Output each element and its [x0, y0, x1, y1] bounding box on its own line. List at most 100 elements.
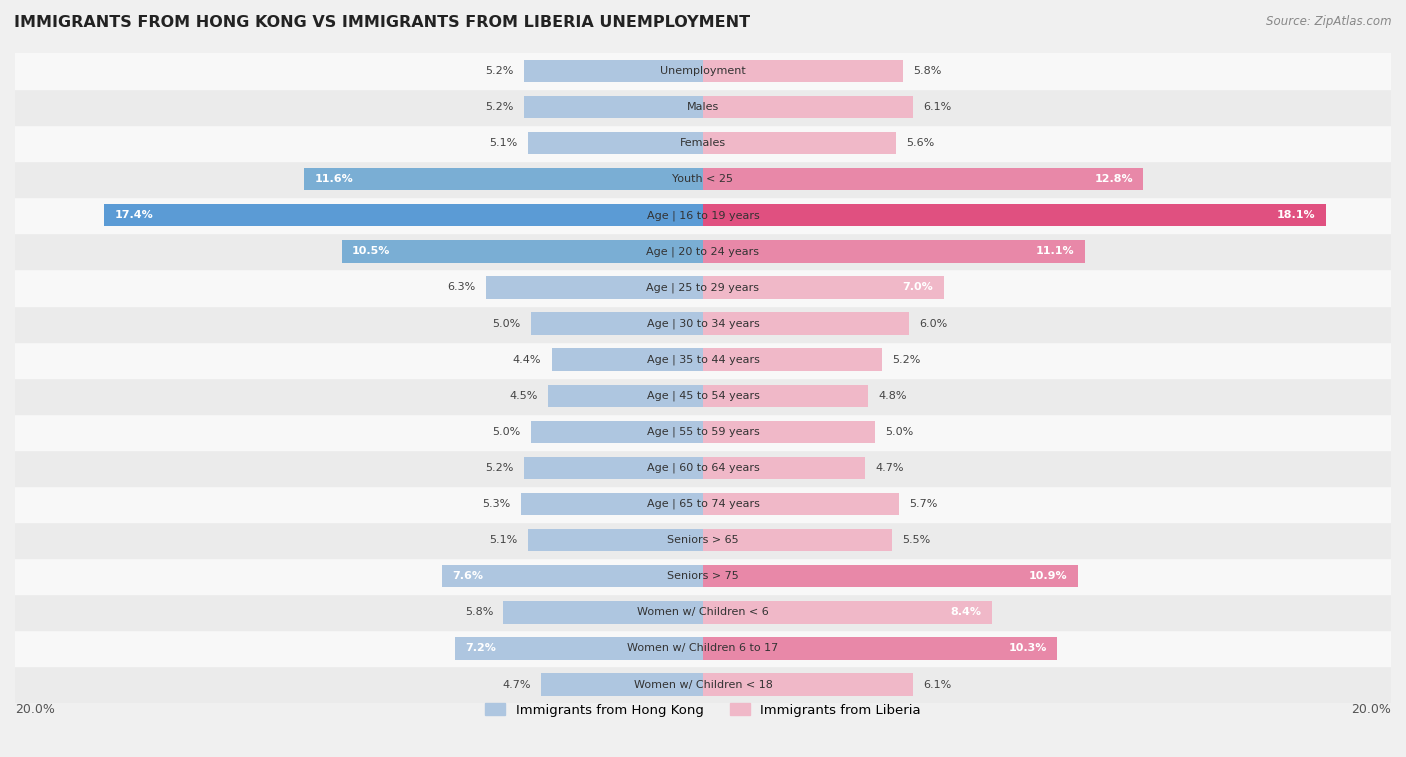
Bar: [0, 341, 1406, 378]
Bar: [703, 493, 898, 516]
Text: Age | 45 to 54 years: Age | 45 to 54 years: [647, 391, 759, 401]
Bar: [0, 125, 1406, 161]
Text: 5.0%: 5.0%: [886, 427, 914, 437]
Text: 5.5%: 5.5%: [903, 535, 931, 545]
Text: Age | 16 to 19 years: Age | 16 to 19 years: [647, 210, 759, 220]
Text: 6.0%: 6.0%: [920, 319, 948, 329]
Bar: [0, 594, 1406, 631]
Bar: [703, 204, 1326, 226]
Bar: [531, 313, 703, 335]
Text: 5.8%: 5.8%: [912, 66, 941, 76]
Text: IMMIGRANTS FROM HONG KONG VS IMMIGRANTS FROM LIBERIA UNEMPLOYMENT: IMMIGRANTS FROM HONG KONG VS IMMIGRANTS …: [14, 15, 751, 30]
Text: 7.2%: 7.2%: [465, 643, 496, 653]
Bar: [703, 637, 1057, 659]
Text: 8.4%: 8.4%: [950, 607, 981, 617]
Bar: [524, 96, 703, 118]
Text: Seniors > 75: Seniors > 75: [666, 572, 740, 581]
Bar: [531, 421, 703, 443]
Bar: [551, 348, 703, 371]
Text: 7.6%: 7.6%: [451, 572, 482, 581]
Bar: [342, 240, 703, 263]
Text: 5.3%: 5.3%: [482, 499, 510, 509]
Text: 11.6%: 11.6%: [315, 174, 353, 184]
Bar: [703, 385, 868, 407]
Text: 4.7%: 4.7%: [875, 463, 904, 473]
Text: Source: ZipAtlas.com: Source: ZipAtlas.com: [1267, 15, 1392, 28]
Bar: [104, 204, 703, 226]
Bar: [527, 529, 703, 551]
Text: 6.1%: 6.1%: [924, 102, 952, 112]
Bar: [0, 522, 1406, 558]
Text: Women w/ Children 6 to 17: Women w/ Children 6 to 17: [627, 643, 779, 653]
Text: 6.3%: 6.3%: [447, 282, 477, 292]
Bar: [703, 313, 910, 335]
Bar: [0, 450, 1406, 486]
Text: Age | 65 to 74 years: Age | 65 to 74 years: [647, 499, 759, 509]
Text: 5.0%: 5.0%: [492, 319, 520, 329]
Bar: [524, 456, 703, 479]
Text: 4.7%: 4.7%: [502, 680, 531, 690]
Text: Age | 55 to 59 years: Age | 55 to 59 years: [647, 427, 759, 437]
Bar: [541, 673, 703, 696]
Text: Age | 30 to 34 years: Age | 30 to 34 years: [647, 318, 759, 329]
Bar: [304, 168, 703, 190]
Bar: [0, 161, 1406, 198]
Bar: [0, 89, 1406, 125]
Bar: [703, 529, 893, 551]
Text: 4.4%: 4.4%: [513, 355, 541, 365]
Bar: [703, 60, 903, 82]
Text: 20.0%: 20.0%: [15, 702, 55, 715]
Text: 4.8%: 4.8%: [879, 391, 907, 400]
Text: 11.1%: 11.1%: [1036, 246, 1074, 257]
Bar: [0, 414, 1406, 450]
Text: 5.7%: 5.7%: [910, 499, 938, 509]
Text: 10.5%: 10.5%: [352, 246, 391, 257]
Text: Age | 25 to 29 years: Age | 25 to 29 years: [647, 282, 759, 293]
Text: Unemployment: Unemployment: [661, 66, 745, 76]
Bar: [0, 53, 1406, 89]
Bar: [486, 276, 703, 299]
Text: 5.6%: 5.6%: [905, 138, 934, 148]
Text: Females: Females: [681, 138, 725, 148]
Text: Youth < 25: Youth < 25: [672, 174, 734, 184]
Bar: [703, 565, 1078, 587]
Bar: [703, 168, 1143, 190]
Bar: [441, 565, 703, 587]
Text: 12.8%: 12.8%: [1094, 174, 1133, 184]
Text: 6.1%: 6.1%: [924, 680, 952, 690]
Bar: [703, 673, 912, 696]
Bar: [703, 421, 875, 443]
Bar: [703, 348, 882, 371]
Bar: [0, 306, 1406, 341]
Text: Males: Males: [688, 102, 718, 112]
Text: Women w/ Children < 18: Women w/ Children < 18: [634, 680, 772, 690]
Bar: [503, 601, 703, 624]
Text: 5.8%: 5.8%: [465, 607, 494, 617]
Text: 4.5%: 4.5%: [509, 391, 538, 400]
Bar: [524, 60, 703, 82]
Legend: Immigrants from Hong Kong, Immigrants from Liberia: Immigrants from Hong Kong, Immigrants fr…: [479, 698, 927, 722]
Bar: [703, 276, 943, 299]
Text: Seniors > 65: Seniors > 65: [668, 535, 738, 545]
Bar: [0, 269, 1406, 306]
Bar: [0, 558, 1406, 594]
Text: Women w/ Children < 6: Women w/ Children < 6: [637, 607, 769, 617]
Bar: [703, 96, 912, 118]
Text: Age | 20 to 24 years: Age | 20 to 24 years: [647, 246, 759, 257]
Bar: [703, 601, 993, 624]
Text: 5.1%: 5.1%: [489, 138, 517, 148]
Bar: [0, 378, 1406, 414]
Bar: [548, 385, 703, 407]
Bar: [527, 132, 703, 154]
Bar: [703, 456, 865, 479]
Text: 5.0%: 5.0%: [492, 427, 520, 437]
Bar: [520, 493, 703, 516]
Bar: [703, 240, 1085, 263]
Text: Age | 60 to 64 years: Age | 60 to 64 years: [647, 463, 759, 473]
Bar: [0, 631, 1406, 666]
Text: 18.1%: 18.1%: [1277, 210, 1316, 220]
Text: Age | 35 to 44 years: Age | 35 to 44 years: [647, 354, 759, 365]
Text: 5.1%: 5.1%: [489, 535, 517, 545]
Text: 10.9%: 10.9%: [1029, 572, 1067, 581]
Bar: [0, 233, 1406, 269]
